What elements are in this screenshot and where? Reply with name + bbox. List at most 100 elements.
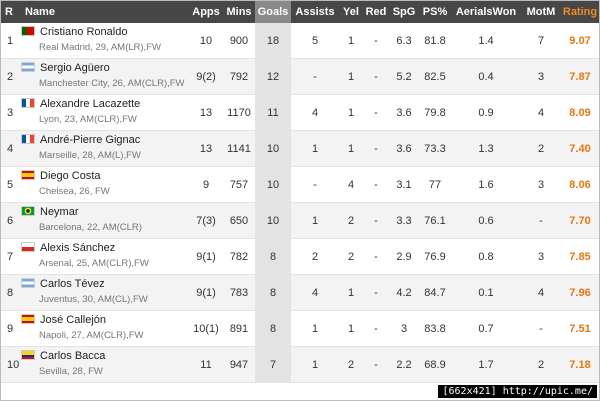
player-row: 4 André-Pierre Gignac Marseille, 28, AM(L)… <box>1 130 599 167</box>
stat: 5 <box>291 23 339 59</box>
player-line: Sergio Agüero <box>21 62 189 74</box>
stat: - <box>363 238 389 275</box>
stat: 7.40 <box>561 130 599 167</box>
stat: - <box>291 58 339 95</box>
table-body: 1 Cristiano Ronaldo Real Madrid, 29, AM(LR… <box>1 23 599 383</box>
stat: 947 <box>223 346 255 383</box>
stat: 2 <box>339 346 363 383</box>
column-header[interactable]: Mins <box>223 1 255 23</box>
rank: 6 <box>1 202 21 239</box>
stat: 1 <box>339 58 363 95</box>
player-name[interactable]: Sergio Agüero <box>40 62 110 74</box>
flag <box>21 314 35 324</box>
stat: 77 <box>419 166 451 203</box>
column-header[interactable]: Name <box>21 1 189 23</box>
column-header[interactable]: Red <box>363 1 389 23</box>
stat: 3.1 <box>389 166 419 203</box>
column-header[interactable]: Yel <box>339 1 363 23</box>
player-name[interactable]: André-Pierre Gignac <box>40 134 141 146</box>
rank: 2 <box>1 58 21 95</box>
player-cell: Diego Costa Chelsea, 26, FW <box>21 166 189 203</box>
stat: 82.5 <box>419 58 451 95</box>
stat: 10 <box>189 23 223 59</box>
player-row: 9 José Callejón Napoli, 27, AM(CLR),FW 10(1… <box>1 310 599 347</box>
stat: - <box>363 94 389 131</box>
player-info: Juventus, 30, AM(CL),FW <box>39 294 148 305</box>
stat: 783 <box>223 274 255 311</box>
stat: 3 <box>521 58 561 95</box>
column-header[interactable]: MotM <box>521 1 561 23</box>
stat: 1 <box>291 130 339 167</box>
column-header[interactable]: R <box>1 1 21 23</box>
column-header[interactable]: Apps <box>189 1 223 23</box>
column-header[interactable]: Rating <box>561 1 599 23</box>
player-info: Real Madrid, 29, AM(LR),FW <box>39 42 161 53</box>
stat: 7.87 <box>561 58 599 95</box>
stat: 7.51 <box>561 310 599 347</box>
stat: 3.6 <box>389 130 419 167</box>
column-header[interactable]: AerialsWon <box>451 1 521 23</box>
stat: 0.8 <box>451 238 521 275</box>
player-cell: Carlos Bacca Sevilla, 28, FW <box>21 346 189 383</box>
stat: 2 <box>339 202 363 239</box>
player-name[interactable]: Diego Costa <box>40 170 101 182</box>
player-name[interactable]: Neymar <box>40 206 79 218</box>
stat: 1 <box>339 274 363 311</box>
stat: 8.06 <box>561 166 599 203</box>
stat: - <box>363 346 389 383</box>
player-cell: Alexandre Lacazette Lyon, 23, AM(CLR),FW <box>21 94 189 131</box>
stat: 1 <box>339 310 363 347</box>
stat: 18 <box>255 23 291 59</box>
player-name[interactable]: José Callejón <box>40 314 107 326</box>
player-name[interactable]: Alexis Sánchez <box>40 242 116 254</box>
stat: 1.3 <box>451 130 521 167</box>
stat: 3 <box>389 310 419 347</box>
stat: 891 <box>223 310 255 347</box>
stat: 4 <box>291 274 339 311</box>
stat: 757 <box>223 166 255 203</box>
stat: 3.6 <box>389 94 419 131</box>
flag <box>21 62 35 72</box>
stat: 9(1) <box>189 238 223 275</box>
stat: - <box>363 310 389 347</box>
player-name[interactable]: Alexandre Lacazette <box>40 98 141 110</box>
stat: 1170 <box>223 94 255 131</box>
stat: 8 <box>255 274 291 311</box>
player-info: Sevilla, 28, FW <box>39 366 103 377</box>
stat: 782 <box>223 238 255 275</box>
stat: 1 <box>291 346 339 383</box>
column-header[interactable]: Goals <box>255 1 291 23</box>
stat: - <box>521 202 561 239</box>
player-line: Alexandre Lacazette <box>21 98 189 110</box>
stat: - <box>363 274 389 311</box>
stat: 10(1) <box>189 310 223 347</box>
player-info: Manchester City, 26, AM(CLR),FW <box>39 78 185 89</box>
player-name[interactable]: Carlos Bacca <box>40 350 106 362</box>
stat: 4 <box>339 166 363 203</box>
stat: - <box>291 166 339 203</box>
player-cell: André-Pierre Gignac Marseille, 28, AM(L),… <box>21 130 189 167</box>
player-cell: Carlos Tévez Juventus, 30, AM(CL),FW <box>21 274 189 311</box>
column-header[interactable]: SpG <box>389 1 419 23</box>
player-row: 7 Alexis Sánchez Arsenal, 25, AM(CLR),FW 9(… <box>1 238 599 275</box>
column-header[interactable]: PS% <box>419 1 451 23</box>
stat: 1.4 <box>451 23 521 59</box>
player-row: 3 Alexandre Lacazette Lyon, 23, AM(CLR),FW… <box>1 94 599 131</box>
stat: 3 <box>521 166 561 203</box>
player-row: 5 Diego Costa Chelsea, 26, FW 9 757 10-4-3.1 7… <box>1 166 599 203</box>
stat: 76.1 <box>419 202 451 239</box>
player-name[interactable]: Carlos Tévez <box>40 278 105 290</box>
stat: 2 <box>521 130 561 167</box>
stats-table: R Name Apps Mins Goals Assists Yel Red SpG PS% Aer… <box>1 1 599 383</box>
stat: 6.3 <box>389 23 419 59</box>
stat: - <box>521 310 561 347</box>
stat: 9(2) <box>189 58 223 95</box>
stat: - <box>363 166 389 203</box>
player-name[interactable]: Cristiano Ronaldo <box>40 26 128 38</box>
stat: 4 <box>521 94 561 131</box>
column-header[interactable]: Assists <box>291 1 339 23</box>
rank: 7 <box>1 238 21 275</box>
stat: 9.07 <box>561 23 599 59</box>
player-info: Arsenal, 25, AM(CLR),FW <box>39 258 149 269</box>
player-cell: Alexis Sánchez Arsenal, 25, AM(CLR),FW <box>21 238 189 275</box>
